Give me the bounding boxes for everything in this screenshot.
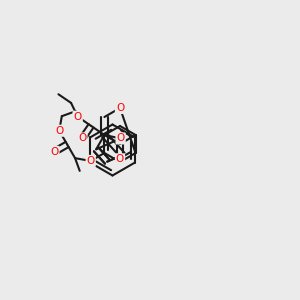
Text: O: O (87, 156, 95, 166)
Text: O: O (78, 134, 86, 143)
Text: O: O (74, 112, 82, 122)
Text: O: O (116, 154, 124, 164)
Text: O: O (116, 134, 125, 143)
Text: O: O (116, 103, 124, 113)
Text: O: O (50, 147, 59, 157)
Text: O: O (55, 126, 63, 136)
